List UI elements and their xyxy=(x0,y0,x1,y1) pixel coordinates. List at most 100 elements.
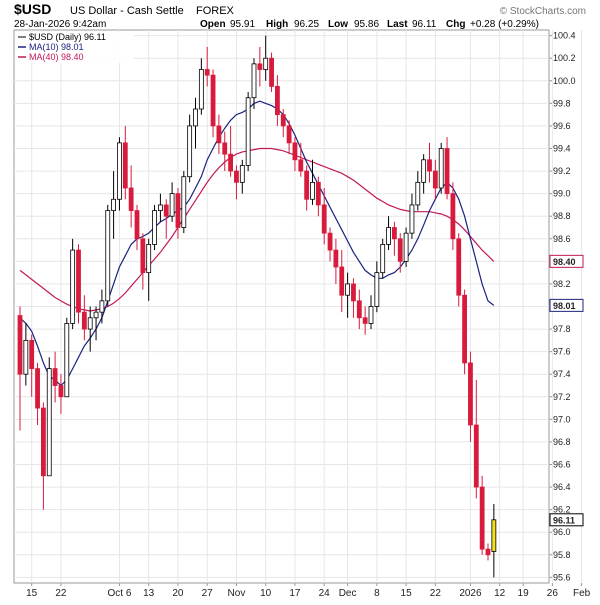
open-value: 95.91 xyxy=(230,19,255,30)
y-tick-label: 98.6 xyxy=(553,234,571,244)
candle xyxy=(193,97,198,149)
candle-body xyxy=(35,368,40,409)
x-tick-label: 27 xyxy=(202,588,214,599)
y-tick-label: 97.8 xyxy=(553,324,571,334)
datetime-label: 28-Jan-2026 9:42am xyxy=(14,19,106,30)
candle-body xyxy=(87,317,93,330)
candle xyxy=(374,261,380,313)
price-label: 96.11 xyxy=(549,513,584,527)
candle xyxy=(146,238,152,301)
candle xyxy=(315,176,321,217)
candle-body xyxy=(292,142,298,161)
candle-body xyxy=(356,300,362,319)
candle xyxy=(468,351,473,442)
y-tick-label: 99.8 xyxy=(553,98,571,108)
chg-value: +0.28 (+0.29%) xyxy=(470,19,539,30)
candle xyxy=(58,374,64,414)
candle-body xyxy=(193,108,198,127)
candle xyxy=(117,137,122,211)
candle xyxy=(427,142,432,183)
candle xyxy=(239,159,245,194)
candle xyxy=(286,120,292,155)
low-value: 95.86 xyxy=(354,19,379,30)
price-label: 98.40 xyxy=(549,254,584,268)
candle-body xyxy=(321,204,327,234)
instrument-name: US Dollar - Cash Settle xyxy=(70,5,184,17)
candle-body xyxy=(468,362,473,426)
ma10-line xyxy=(19,100,495,387)
candle-body xyxy=(41,407,46,477)
y-tick-label: 96.8 xyxy=(553,437,571,447)
candle xyxy=(304,165,310,211)
candle-body xyxy=(280,114,286,127)
y-tick-label: 100.4 xyxy=(553,31,576,41)
candle-body xyxy=(128,187,134,211)
candle-body xyxy=(198,69,204,110)
candle xyxy=(234,165,239,200)
candle xyxy=(380,238,386,279)
candle xyxy=(76,244,81,324)
candle-body xyxy=(485,548,491,556)
candle xyxy=(222,131,228,172)
candle xyxy=(274,75,280,126)
candle-body xyxy=(99,300,105,313)
candle-body xyxy=(76,249,81,313)
copyright-label: © StockCharts.com xyxy=(500,6,586,17)
legend-background xyxy=(16,32,134,63)
candle-body xyxy=(380,244,386,274)
candle xyxy=(152,204,157,251)
candle xyxy=(438,142,444,194)
x-tick-label: 24 xyxy=(319,588,331,599)
candle xyxy=(105,204,111,307)
candle-body xyxy=(111,198,116,211)
x-tick-label: 8 xyxy=(374,588,380,599)
candle xyxy=(70,238,76,330)
x-tick-label: 19 xyxy=(518,588,530,599)
candle xyxy=(345,272,351,318)
candle xyxy=(228,125,234,177)
candle xyxy=(403,227,409,267)
candle-body xyxy=(286,125,292,144)
candle-body xyxy=(46,368,52,477)
candle xyxy=(93,306,99,341)
candle-body xyxy=(339,266,345,296)
price-label-text: 96.11 xyxy=(553,515,575,525)
candle-body xyxy=(263,57,269,70)
candle xyxy=(298,142,304,177)
candle-body xyxy=(222,142,228,155)
candle xyxy=(157,193,163,222)
candle-body xyxy=(456,238,462,296)
candle-body xyxy=(187,125,193,178)
candle xyxy=(409,193,415,239)
candle xyxy=(397,233,403,273)
candle-body xyxy=(52,368,58,386)
candle-body xyxy=(245,97,251,166)
candle-body xyxy=(362,317,368,324)
candle xyxy=(450,182,456,251)
y-tick-label: 96.2 xyxy=(553,505,571,515)
candle-body xyxy=(432,170,438,189)
x-tick-label: Dec xyxy=(339,588,357,599)
candle-body xyxy=(351,283,356,302)
candle-body xyxy=(140,238,146,274)
candle xyxy=(204,46,210,87)
x-tick-label: Oct 6 xyxy=(107,588,131,599)
candle-body xyxy=(169,193,175,217)
candle-body xyxy=(462,294,468,364)
candle xyxy=(485,543,491,561)
candle xyxy=(181,171,187,234)
candle-body xyxy=(29,339,35,369)
candle-body xyxy=(345,283,351,296)
candle-body xyxy=(427,159,432,172)
candle xyxy=(257,46,263,87)
candle-body xyxy=(204,69,210,76)
candle xyxy=(198,58,204,115)
candle-body xyxy=(450,193,456,240)
x-tick-label: 15 xyxy=(401,588,413,599)
candle xyxy=(210,69,216,138)
y-tick-label: 99.6 xyxy=(553,121,571,131)
candle xyxy=(444,137,450,200)
legend: $USD (Daily) 96.11 MA(10) 98.01 MA(40) 9… xyxy=(16,32,134,63)
candle xyxy=(251,58,257,109)
candle-body xyxy=(391,227,397,240)
